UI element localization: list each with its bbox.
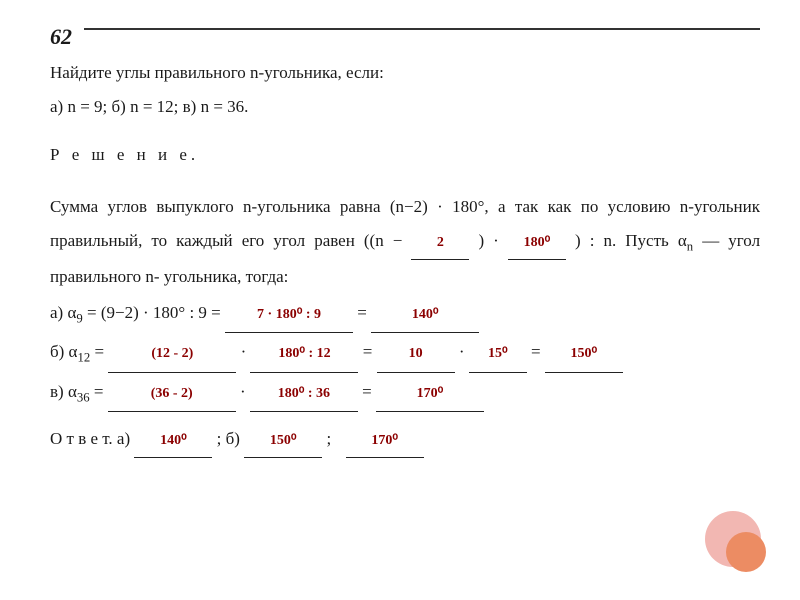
blank-b1: (12 - 2) xyxy=(108,333,236,372)
fill-b2: 180⁰ : 12 xyxy=(278,346,330,361)
fill-b3: 10 xyxy=(409,346,423,361)
blank-b2: 180⁰ : 12 xyxy=(250,333,358,372)
section-header: 62 xyxy=(50,14,760,38)
c-sub: 36 xyxy=(77,390,90,404)
blank-b5: 150⁰ xyxy=(545,333,623,372)
answer-mid-b: ; б) xyxy=(217,429,240,448)
fill-c1: (36 - 2) xyxy=(151,386,193,401)
blank-ans-a: 140⁰ xyxy=(134,422,212,458)
fill-b4: 15⁰ xyxy=(488,346,508,361)
a-eq: = (9−2) · 180° : 9 = xyxy=(87,303,221,322)
fill-2: 2 xyxy=(437,235,444,250)
p2-mid: ) · xyxy=(478,231,498,250)
b-eq: = xyxy=(94,342,104,361)
a-eq2: = xyxy=(357,303,371,322)
task-b: б) n = 12; xyxy=(112,97,179,116)
b-mid2: = xyxy=(363,342,373,361)
a-sub: 9 xyxy=(76,311,82,325)
b-sub: 12 xyxy=(77,351,90,365)
blank-c3: 170⁰ xyxy=(376,373,484,412)
b-mid1: · xyxy=(241,342,247,361)
fill-c3: 170⁰ xyxy=(417,386,444,401)
c-mid1: · xyxy=(240,382,246,401)
section-number: 62 xyxy=(50,24,84,50)
task-line1: Найдите углы правильного n-угольника, ес… xyxy=(50,63,384,82)
c-label: в) α xyxy=(50,382,77,401)
blank-a1: 7 · 180⁰ : 9 xyxy=(225,294,353,333)
fill-a1: 7 · 180⁰ : 9 xyxy=(257,307,321,322)
fill-ans-a: 140⁰ xyxy=(160,433,187,448)
page-content: 62 Найдите углы правильного n-угольника,… xyxy=(50,14,760,458)
fill-a2: 140⁰ xyxy=(412,307,439,322)
blank-ans-c: 170⁰ xyxy=(346,422,424,458)
alpha-n-sub: n xyxy=(687,239,693,253)
header-rule xyxy=(50,28,760,30)
fill-b1: (12 - 2) xyxy=(151,346,193,361)
c-mid2: = xyxy=(362,382,372,401)
answer-line: О т в е т. а) 140⁰ ; б) 150⁰ ; 170⁰ xyxy=(50,422,760,458)
blank-b3: 10 xyxy=(377,333,455,372)
blank-n-minus: 2 xyxy=(411,224,469,260)
blank-c1: (36 - 2) xyxy=(108,373,236,412)
blank-a2: 140⁰ xyxy=(371,294,479,333)
task-paragraph: Найдите углы правильного n-угольника, ес… xyxy=(50,56,760,124)
fill-ans-c: 170⁰ xyxy=(371,433,398,448)
blank-180: 180⁰ xyxy=(508,224,566,260)
b-mid3: · xyxy=(459,342,465,361)
task-a: а) n = 9; xyxy=(50,97,107,116)
p2-part2: ) : n. Пусть α xyxy=(575,231,687,250)
blank-c2: 180⁰ : 36 xyxy=(250,373,358,412)
blank-ans-b: 150⁰ xyxy=(244,422,322,458)
blank-b4: 15⁰ xyxy=(469,333,527,372)
b-label: б) α xyxy=(50,342,77,361)
a-label: а) α xyxy=(50,303,76,322)
case-a: а) α9 = (9−2) · 180° : 9 = 7 · 180⁰ : 9 … xyxy=(50,294,760,333)
fill-b5: 150⁰ xyxy=(571,346,598,361)
task-c: в) n = 36. xyxy=(183,97,249,116)
solution-paragraph: Сумма углов выпуклого n-угольника равна … xyxy=(50,190,760,294)
fill-ans-b: 150⁰ xyxy=(270,433,297,448)
corner-decoration xyxy=(702,508,764,570)
answer-mid-c: ; xyxy=(326,429,331,448)
decoration-circle-front xyxy=(726,532,766,572)
fill-180: 180⁰ xyxy=(524,235,551,250)
case-c: в) α36 = (36 - 2) · 180⁰ : 36 = 170⁰ xyxy=(50,373,760,412)
c-eq: = xyxy=(94,382,104,401)
case-b: б) α12 = (12 - 2) · 180⁰ : 12 = 10 · 15⁰… xyxy=(50,333,760,372)
fill-c2: 180⁰ : 36 xyxy=(278,386,330,401)
solution-title: Р е ш е н и е. xyxy=(50,138,760,172)
b-mid4: = xyxy=(531,342,541,361)
answer-label: О т в е т. а) xyxy=(50,429,130,448)
